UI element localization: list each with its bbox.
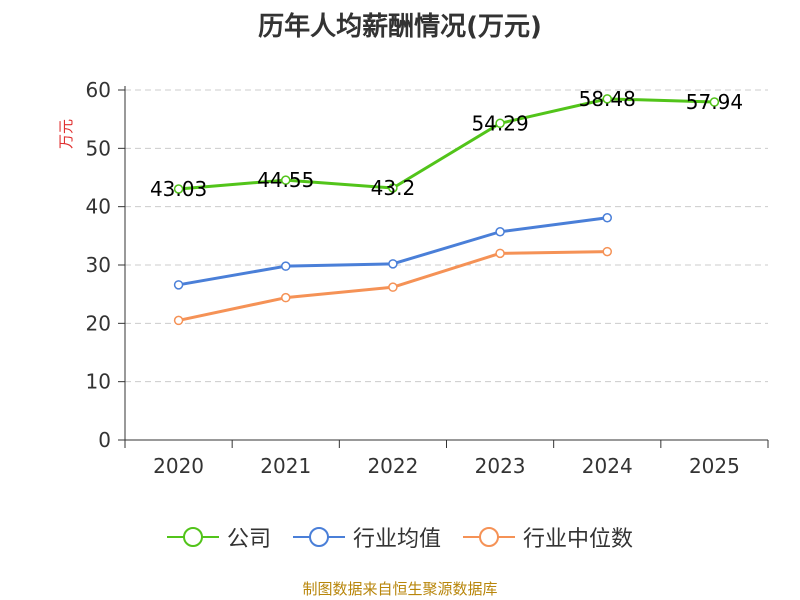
data-point-s0-2021 bbox=[281, 175, 291, 185]
legend-label-company: 公司 bbox=[226, 527, 271, 552]
y-tick-label-40: 40 bbox=[86, 195, 111, 219]
y-tick-label-30: 30 bbox=[86, 253, 111, 277]
x-tick-label-2022: 2022 bbox=[367, 454, 418, 478]
data-point-s2-2020 bbox=[173, 315, 184, 326]
chart-title: 历年人均薪酬情况(万元) bbox=[258, 12, 542, 42]
data-point-s0-2020 bbox=[173, 184, 184, 194]
data-point-s1-2020 bbox=[173, 280, 184, 290]
legend-swatch-company bbox=[166, 527, 219, 547]
x-tick-label-2021: 2021 bbox=[260, 454, 311, 478]
x-tick-label-2020: 2020 bbox=[153, 454, 204, 478]
source-note: 制图数据来自恒生聚源数据库 bbox=[302, 580, 498, 598]
data-point-s0-2023 bbox=[495, 118, 505, 129]
series-line-0 bbox=[178, 97, 715, 191]
legend-item-industry-median[interactable]: 行业中位数 bbox=[463, 521, 633, 553]
data-point-s0-2025 bbox=[709, 97, 720, 107]
legend-item-industry-average[interactable]: 行业均值 bbox=[292, 521, 441, 553]
data-point-s0-2022 bbox=[388, 183, 398, 193]
data-point-s2-2023 bbox=[495, 248, 505, 259]
data-point-s2-2024 bbox=[602, 246, 612, 257]
data-label-s0-2023: 54.29 bbox=[471, 111, 528, 135]
data-point-s1-2021 bbox=[281, 261, 291, 271]
y-tick-label-50: 50 bbox=[86, 136, 111, 160]
data-label-s0-2024: 58.48 bbox=[579, 87, 636, 111]
legend: 公司 行业均值 行业中位数 bbox=[0, 520, 800, 554]
data-label-s0-2022: 43.2 bbox=[371, 176, 416, 200]
legend-item-company[interactable]: 公司 bbox=[166, 521, 271, 553]
data-label-s0-2025: 57.94 bbox=[686, 90, 743, 114]
y-tick-label-60: 60 bbox=[86, 78, 111, 102]
legend-swatch-industry-median bbox=[463, 527, 515, 547]
data-point-s0-2024 bbox=[602, 94, 612, 104]
y-axis-label: 万元 bbox=[57, 118, 75, 149]
legend-swatch-industry-average bbox=[292, 527, 345, 547]
legend-label-industry-median: 行业中位数 bbox=[523, 527, 634, 552]
y-tick-label-20: 20 bbox=[86, 311, 111, 335]
data-point-s1-2022 bbox=[388, 259, 398, 269]
y-tick-label-10: 10 bbox=[86, 370, 111, 394]
x-tick-label-2023: 2023 bbox=[475, 454, 526, 478]
data-point-s1-2024 bbox=[602, 213, 612, 223]
x-tick-label-2025: 2025 bbox=[689, 454, 740, 478]
x-tick-label-2024: 2024 bbox=[582, 454, 633, 478]
data-point-s1-2023 bbox=[495, 227, 505, 237]
data-point-s2-2021 bbox=[281, 292, 291, 303]
data-point-s2-2022 bbox=[388, 282, 398, 292]
legend-label-industry-average: 行业均值 bbox=[352, 527, 441, 552]
data-label-s0-2020: 43.03 bbox=[150, 177, 207, 201]
data-label-s0-2021: 44.55 bbox=[257, 168, 314, 192]
y-tick-label-0: 0 bbox=[98, 428, 111, 452]
